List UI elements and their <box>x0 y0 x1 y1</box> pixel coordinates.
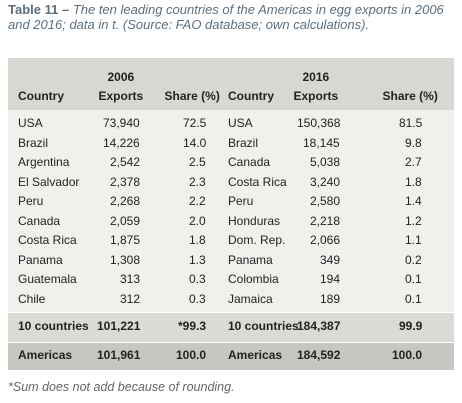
cell: Costa Rica <box>228 174 287 189</box>
total-cell: 10 countries <box>228 319 299 333</box>
cell: 73,940 <box>103 116 140 130</box>
column-header: Share (%) <box>164 89 220 103</box>
total-cell: 101,221 <box>97 319 141 333</box>
americas-cell: 100.0 <box>176 348 207 362</box>
cell: 1.4 <box>405 194 422 208</box>
cell: 2,268 <box>110 194 141 208</box>
cell: 1,875 <box>110 233 141 247</box>
cell: 2.0 <box>189 213 206 228</box>
total-cell: 184,387 <box>297 319 341 333</box>
cell: 2.2 <box>189 194 206 208</box>
header-band <box>8 58 454 110</box>
cell: Argentina <box>18 155 70 169</box>
cell: 1.2 <box>405 213 422 228</box>
cell: 2.3 <box>189 174 206 189</box>
cell: Canada <box>18 213 61 228</box>
cell: Jamaica <box>228 291 273 306</box>
total-cell: 99.9 <box>399 319 423 333</box>
americas-cell: 101,961 <box>97 348 141 362</box>
americas-cell: Americas <box>228 348 283 362</box>
column-header: Country <box>18 89 64 103</box>
cell: 1.8 <box>405 174 422 189</box>
americas-cell: 184,592 <box>297 348 341 362</box>
americas-cell: 100.0 <box>392 348 423 362</box>
cell: Canada <box>228 155 271 169</box>
cell: 1,308 <box>110 252 141 267</box>
cell: 0.3 <box>189 272 206 286</box>
cell: 2,066 <box>310 233 341 247</box>
cell: 5,038 <box>310 155 341 169</box>
cell: Peru <box>18 194 44 208</box>
cell: 312 <box>120 291 141 306</box>
cell: 189 <box>320 291 341 306</box>
year-header: 2006 <box>107 70 135 84</box>
total-cell: 10 countries <box>18 319 89 333</box>
cell: 14.0 <box>183 135 207 150</box>
body-band <box>8 110 454 312</box>
title-label: Table 11 – <box>8 2 70 17</box>
cell: 313 <box>120 272 141 286</box>
cell: 0.1 <box>405 272 422 286</box>
cell: 1.1 <box>405 233 422 247</box>
column-header: Exports <box>98 89 144 103</box>
cell: El Salvador <box>18 174 80 189</box>
cell: 1.3 <box>189 252 206 267</box>
column-header: Country <box>228 89 274 103</box>
table-title: Table 11 – The ten leading countries of … <box>8 2 448 32</box>
cell: Costa Rica <box>18 233 77 247</box>
cell: 194 <box>320 272 341 286</box>
cell: 0.1 <box>405 291 422 306</box>
americas-band <box>8 342 454 370</box>
cell: Honduras <box>228 213 281 228</box>
cell: 349 <box>320 252 341 267</box>
column-header: Exports <box>293 89 339 103</box>
total-cell: *99.3 <box>178 319 207 333</box>
cell: 2.7 <box>405 155 422 169</box>
cell: Chile <box>18 291 46 306</box>
cell: 2,580 <box>310 194 341 208</box>
cell: 2,378 <box>110 174 141 189</box>
cell: Brazil <box>18 135 49 150</box>
cell: 2,059 <box>110 213 141 228</box>
cell: 1.8 <box>189 233 206 247</box>
cell: USA <box>228 116 253 130</box>
year-header: 2016 <box>302 70 330 84</box>
cell: Peru <box>228 194 254 208</box>
cell: 81.5 <box>399 116 423 130</box>
cell: Colombia <box>228 272 279 286</box>
cell: 2.5 <box>189 155 206 169</box>
cell: Dom. Rep. <box>228 233 286 247</box>
cell: 0.3 <box>189 291 206 306</box>
title-text: The ten leading countries of the America… <box>8 2 444 32</box>
cell: 2,218 <box>310 213 341 228</box>
cell: 9.8 <box>405 135 422 150</box>
cell: 3,240 <box>310 174 341 189</box>
cell: 72.5 <box>183 116 207 130</box>
cell: Brazil <box>228 135 259 150</box>
cell: Panama <box>228 252 273 267</box>
column-header: Share (%) <box>382 89 438 103</box>
cell: Guatemala <box>18 272 77 286</box>
cell: 0.2 <box>405 252 422 267</box>
total-band <box>8 312 454 342</box>
cell: USA <box>18 116 43 130</box>
americas-cell: Americas <box>18 348 73 362</box>
cell: 14,226 <box>103 135 140 150</box>
cell: Panama <box>18 252 63 267</box>
footnote: *Sum does not add because of rounding. <box>8 380 235 394</box>
cell: 2,542 <box>110 155 141 169</box>
cell: 150,368 <box>297 116 341 130</box>
cell: 18,145 <box>303 135 340 150</box>
